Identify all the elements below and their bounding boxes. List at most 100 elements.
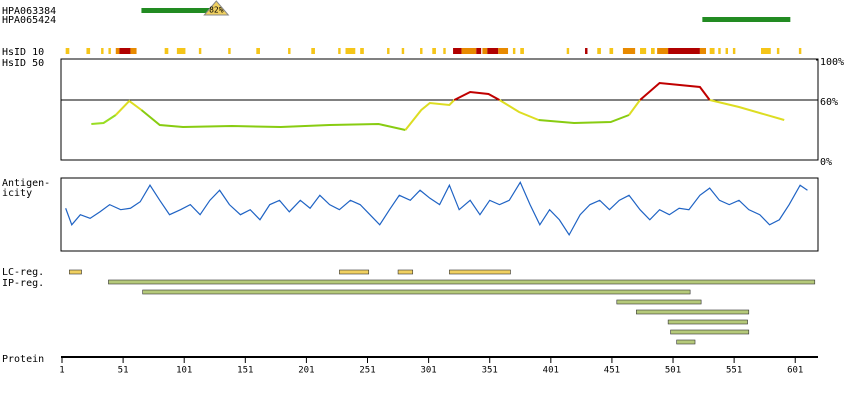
antigenicity-label: icity xyxy=(2,188,32,199)
hsid10-segment xyxy=(432,48,436,54)
hsid10-segment xyxy=(566,48,570,54)
hsid10-segment xyxy=(228,48,231,54)
x-tick-label: 51 xyxy=(118,366,129,376)
hsid50-line xyxy=(115,99,143,116)
y-tick-label: 0% xyxy=(820,157,832,168)
y-tick-label: 60% xyxy=(820,97,838,108)
hsid10-segment xyxy=(668,48,700,54)
hsid50-line xyxy=(538,114,630,125)
hsid10-segment xyxy=(798,48,802,54)
hsid10-segment xyxy=(776,48,780,54)
hsid10-segment xyxy=(657,48,669,54)
hsid10-segment xyxy=(387,48,390,54)
antibody-label: HPA065424 xyxy=(2,15,56,26)
x-tick-label: 201 xyxy=(298,366,314,376)
x-tick-label: 301 xyxy=(420,366,436,376)
hsid10-segment xyxy=(476,48,482,54)
hsid10-segment xyxy=(338,48,341,54)
hsid10-segment xyxy=(453,48,462,54)
hsid10-segment xyxy=(761,48,771,54)
hsid10-segment xyxy=(699,48,707,54)
hsid10-segment xyxy=(597,48,601,54)
hsid10-segment xyxy=(256,48,260,54)
hsid50-line xyxy=(91,114,117,125)
hsid10-segment xyxy=(401,48,405,54)
y-tick-label: 100% xyxy=(820,57,844,68)
hsid10-segment xyxy=(130,48,137,54)
x-tick-label: 601 xyxy=(787,366,803,376)
lc-reg-bar xyxy=(69,269,82,275)
protein-label: Protein xyxy=(2,354,44,365)
hsid50-line xyxy=(628,99,641,116)
hsid10-segment xyxy=(420,48,423,54)
hsid10-segment xyxy=(108,48,111,54)
x-tick-label: 251 xyxy=(359,366,375,376)
antigenicity-label: Antigen- xyxy=(2,178,50,189)
hsid10-segment xyxy=(487,48,499,54)
x-tick-label: 551 xyxy=(726,366,742,376)
ip-reg-bar xyxy=(142,289,691,295)
ip-reg-bar xyxy=(667,319,748,325)
hsid10-segment xyxy=(585,48,588,54)
lc-reg-bar xyxy=(449,269,511,275)
hsid10-segment xyxy=(622,48,636,54)
hsid10-label: HsID 10 xyxy=(2,47,44,58)
hsid10-segment xyxy=(498,48,509,54)
x-tick-label: 351 xyxy=(482,366,498,376)
ip-reg-bar xyxy=(616,299,702,305)
hsid50-line xyxy=(453,90,500,101)
hsid10-segment xyxy=(311,48,315,54)
hsid50-line xyxy=(639,81,711,101)
hsid10-segment xyxy=(461,48,477,54)
identity-marker xyxy=(203,0,230,16)
hsid10-segment xyxy=(482,48,488,54)
x-tick-label: 151 xyxy=(237,366,253,376)
x-tick-label: 1 xyxy=(59,366,64,376)
hsid10-segment xyxy=(732,48,736,54)
antigenicity-line xyxy=(65,181,808,237)
hsid50-line xyxy=(709,99,785,121)
x-tick-label: 401 xyxy=(543,366,559,376)
antibody-bar xyxy=(702,17,791,22)
hsid10-segment xyxy=(360,48,364,54)
x-tick-label: 101 xyxy=(176,366,192,376)
hsid10-segment xyxy=(609,48,614,54)
hsid50-line xyxy=(140,109,406,131)
ip-reg-bar xyxy=(670,329,750,335)
identity-label: 82% xyxy=(209,6,224,15)
lc-reg-bar xyxy=(339,269,370,275)
lc-reg-label: LC-reg. xyxy=(2,267,44,278)
hsid10-segment xyxy=(709,48,715,54)
x-tick-label: 451 xyxy=(604,366,620,376)
hsid50-label: HsID 50 xyxy=(2,58,44,69)
hsid10-segment xyxy=(119,48,131,54)
hsid10-segment xyxy=(512,48,516,54)
ip-reg-label: IP-reg. xyxy=(2,278,44,289)
hsid50-box xyxy=(60,58,819,161)
hsid10-segment xyxy=(65,48,70,54)
hsid10-segment xyxy=(725,48,729,54)
hsid10-segment xyxy=(86,48,91,54)
hsid10-segment xyxy=(345,48,356,54)
hsid10-segment xyxy=(640,48,647,54)
hsid10-segment xyxy=(443,48,446,54)
antibody-bar xyxy=(141,8,213,13)
hsid50-line xyxy=(404,99,455,131)
ip-reg-bar xyxy=(636,309,750,315)
ip-reg-bar xyxy=(108,279,816,285)
hsid10-segment xyxy=(718,48,721,54)
hsid10-segment xyxy=(176,48,186,54)
hsid10-segment xyxy=(520,48,524,54)
x-tick-label: 501 xyxy=(665,366,681,376)
hsid10-segment xyxy=(115,48,120,54)
ip-reg-bar xyxy=(676,339,696,345)
hsid10-segment xyxy=(198,48,202,54)
hsid10-segment xyxy=(101,48,104,54)
hsid50-line xyxy=(498,99,539,121)
lc-reg-bar xyxy=(397,269,414,275)
antibody-label: HPA063384 xyxy=(2,6,56,17)
hsid10-segment xyxy=(164,48,169,54)
antigenicity-box xyxy=(60,177,819,252)
hsid10-segment xyxy=(651,48,655,54)
